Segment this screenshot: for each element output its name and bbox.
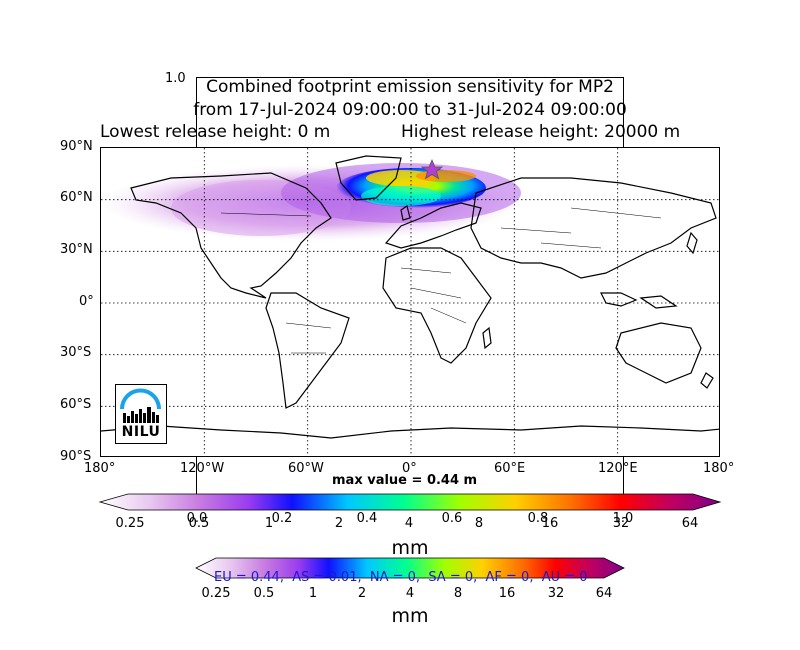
ghost-axis-label: 0.6 xyxy=(441,511,463,526)
lat-tick-label: 60°N xyxy=(60,190,93,205)
lon-tick-label: 180° xyxy=(703,461,735,476)
release-site-star xyxy=(420,158,444,180)
title-line-3-right: Highest release height: 20000 m xyxy=(401,122,681,142)
ghost-axis-label: 1.0 xyxy=(612,511,634,526)
colorbar-2-label: 4 xyxy=(405,586,415,601)
colorbar-1-label: 4 xyxy=(404,516,414,531)
lat-tick-label: 90°S xyxy=(60,449,92,464)
country-borders xyxy=(220,207,662,354)
ghost-axis-label: 0.0 xyxy=(186,511,208,526)
colorbar-2 xyxy=(195,557,625,579)
lon-tick-label: 0° xyxy=(402,461,417,476)
ghost-axis-label: 0.2 xyxy=(271,511,293,526)
colorbar-1-label: 16 xyxy=(541,516,559,531)
ghost-axis-label: 0.8 xyxy=(527,511,549,526)
colorbar-2-unit: mm xyxy=(391,605,429,627)
colorbar-1-label: 32 xyxy=(612,516,630,531)
lat-tick-label: 30°N xyxy=(60,242,93,257)
sensitivity-plume xyxy=(101,163,521,241)
colorbar-2-label: 2 xyxy=(357,586,367,601)
lon-tick-label: 60°W xyxy=(288,461,324,476)
colorbar-1-label: 8 xyxy=(474,516,484,531)
coastlines xyxy=(101,155,719,439)
nilu-logo: NILU xyxy=(115,384,167,444)
colorbar-2-label: 0.25 xyxy=(201,586,231,601)
lon-tick-label: 180° xyxy=(84,461,116,476)
colorbar-1-label: 64 xyxy=(681,516,699,531)
title-line-1: Combined footprint emission sensitivity … xyxy=(206,77,614,97)
graticule xyxy=(101,148,719,456)
stray-tick-label: 1.0 xyxy=(165,71,186,86)
colorbar-2-label: 16 xyxy=(498,586,516,601)
nilu-logo-text: NILU xyxy=(121,424,161,440)
colorbar-2-label: 64 xyxy=(595,586,613,601)
max-value-label: max value = 0.44 m xyxy=(332,473,478,488)
colorbar-2-label: 1 xyxy=(308,586,318,601)
colorbar-1-unit: mm xyxy=(391,537,429,559)
colorbar-2-label: 32 xyxy=(547,586,565,601)
map-panel xyxy=(100,147,720,457)
colorbar-1 xyxy=(98,493,722,511)
lon-tick-label: 120°E xyxy=(598,461,638,476)
colorbar-2-label: 0.5 xyxy=(253,586,275,601)
ghost-axis-label: 0.4 xyxy=(356,511,378,526)
colorbar-1-label: 1 xyxy=(264,516,274,531)
lat-tick-label: 0° xyxy=(79,294,94,309)
lat-tick-label: 90°N xyxy=(60,139,93,154)
lon-tick-label: 120°W xyxy=(180,461,225,476)
title-line-3-left: Lowest release height: 0 m xyxy=(100,122,331,142)
title-line-2: from 17-Jul-2024 09:00:00 to 31-Jul-2024… xyxy=(193,100,627,120)
region-summary: EU = 0.44, AS = 0.01, NA = 0, SA = 0, AF… xyxy=(214,570,588,585)
lat-tick-label: 60°S xyxy=(60,397,92,412)
colorbar-2-label: 8 xyxy=(453,586,463,601)
lat-tick-label: 30°S xyxy=(60,345,92,360)
colorbar-1-label: 2 xyxy=(334,516,344,531)
nilu-logo-icon xyxy=(120,388,161,423)
lon-tick-label: 60°E xyxy=(494,461,526,476)
colorbar-1-label: 0.25 xyxy=(115,516,145,531)
colorbar-1-label: 0.5 xyxy=(188,516,210,531)
world-map xyxy=(101,148,719,456)
